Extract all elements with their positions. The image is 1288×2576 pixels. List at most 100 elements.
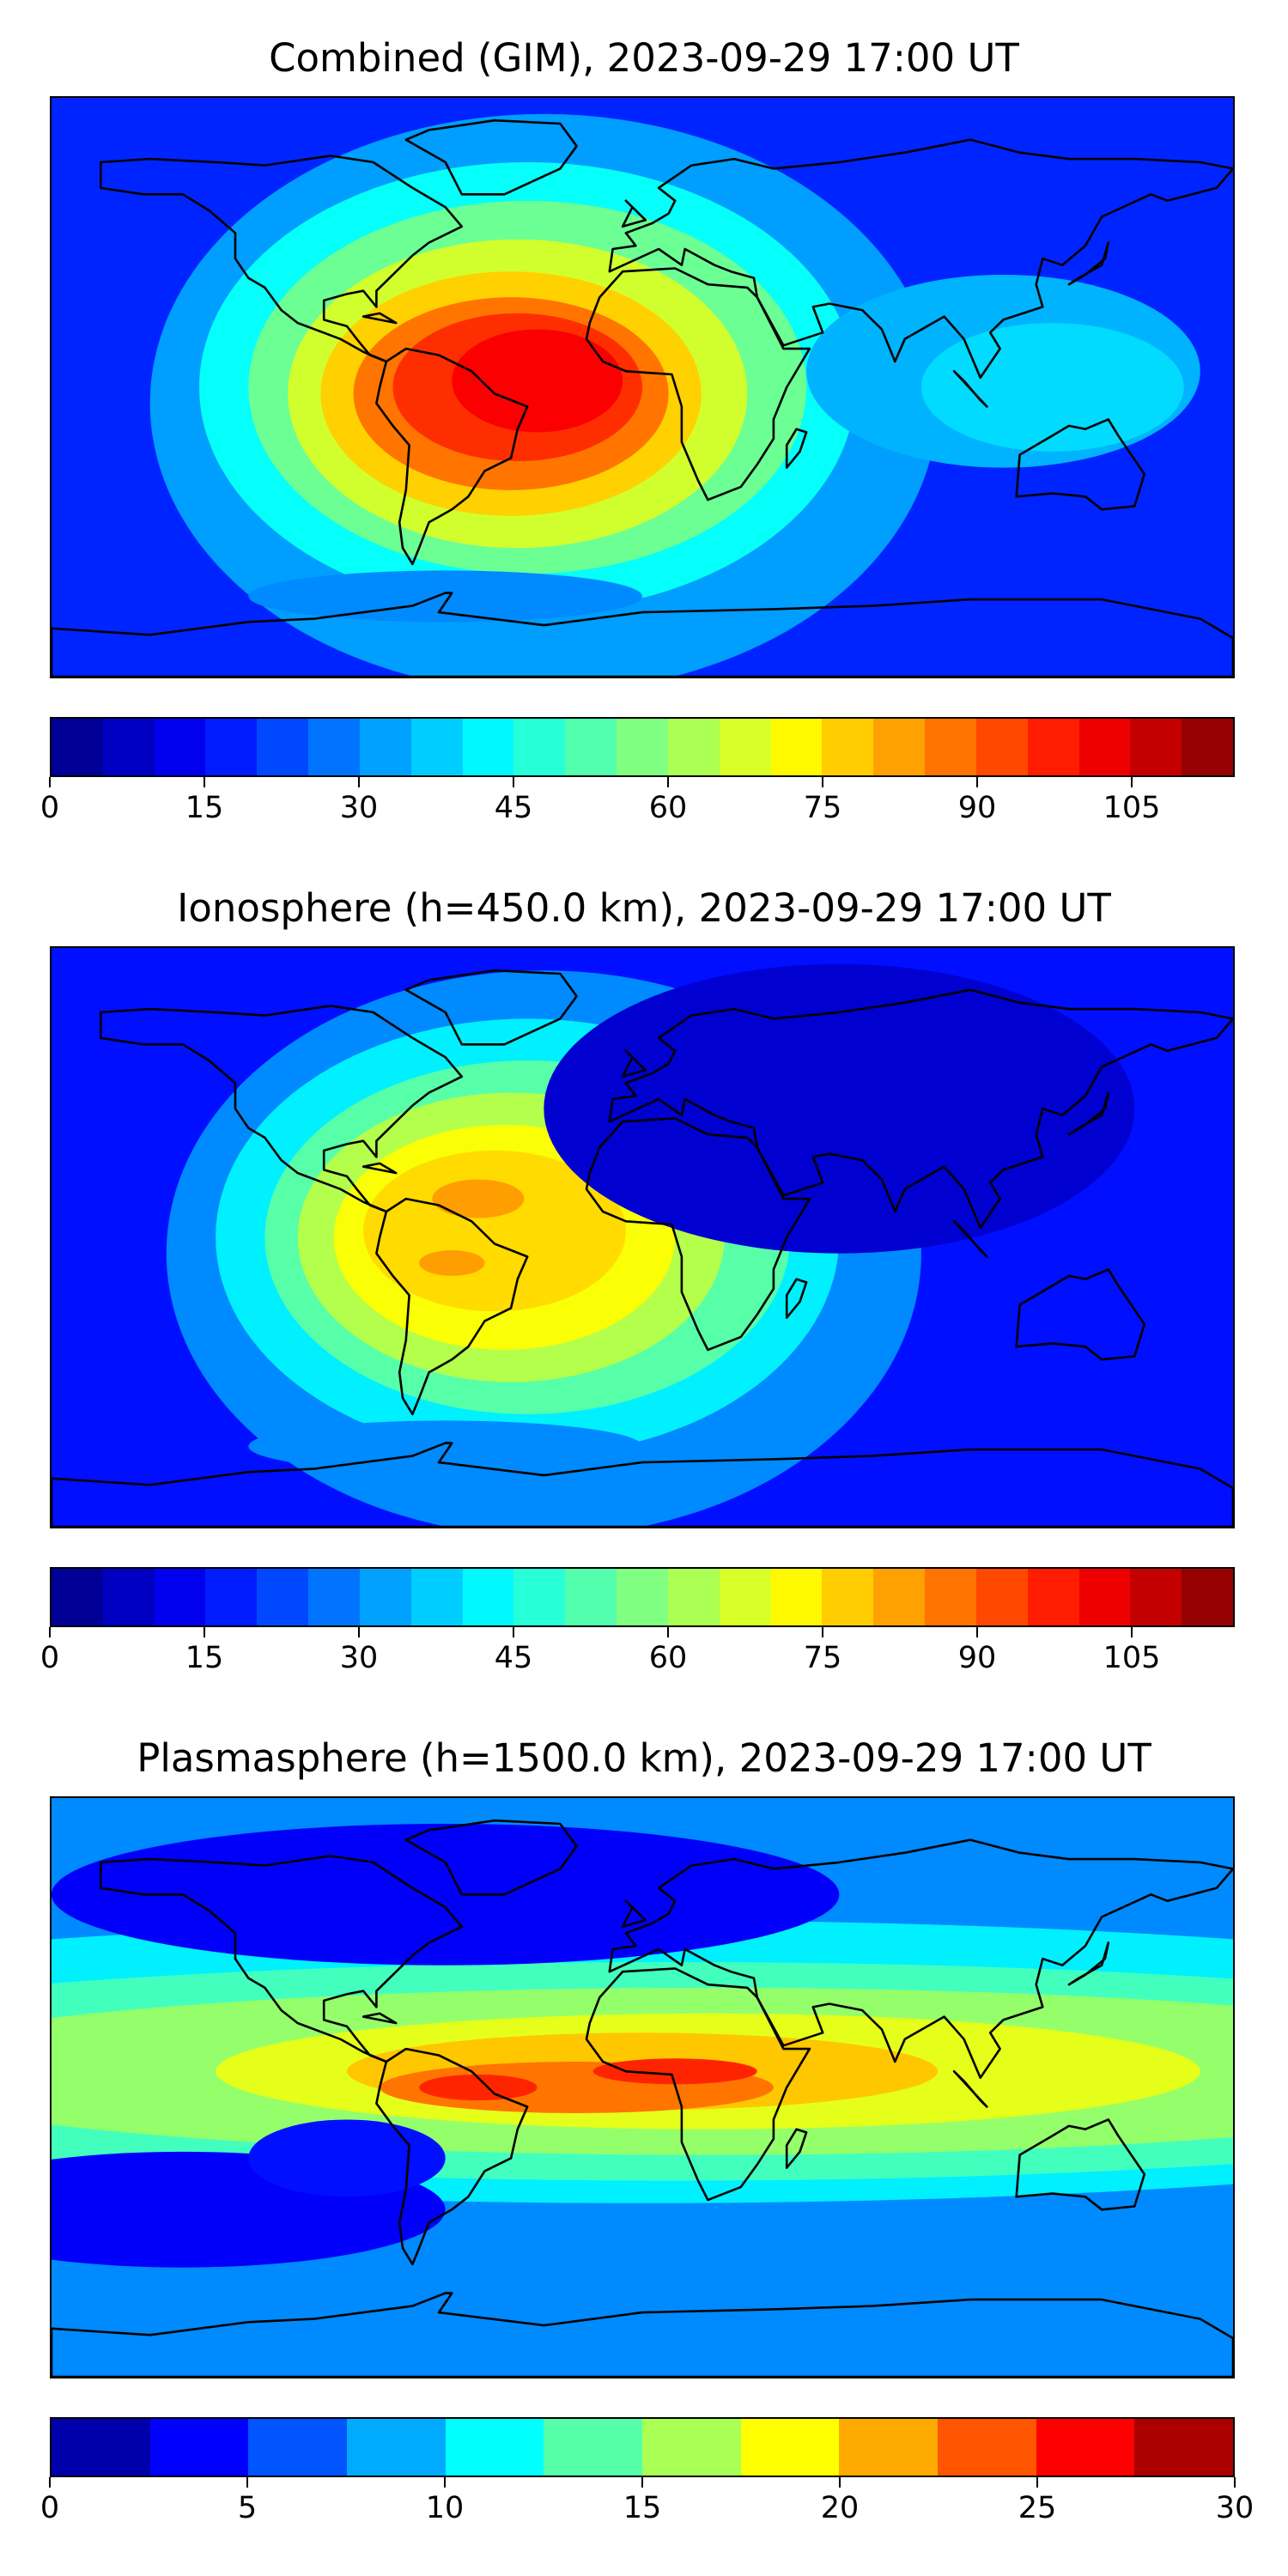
coastline-path [608, 988, 1233, 1230]
tick-mark [513, 1627, 514, 1637]
tick-mark [49, 1627, 51, 1637]
colorbar-level [149, 2419, 249, 2476]
coastlines [52, 118, 1233, 677]
tec-contour-level [419, 1249, 485, 1276]
tick-label: 15 [623, 2491, 662, 2525]
tick-mark [444, 2477, 446, 2488]
colorbar-level [719, 1569, 771, 1625]
plasmasphere-colorbar [50, 2417, 1235, 2477]
plasmasphere-tec-map [50, 1796, 1235, 2379]
tec-contour-level [920, 323, 1184, 452]
tick-mark [1234, 2477, 1236, 2488]
colorbar-level [873, 719, 926, 775]
colorbar-level [565, 719, 617, 775]
colorbar-level [513, 1569, 566, 1625]
colorbar-level [770, 719, 823, 775]
colorbar-level [873, 1569, 926, 1625]
tick-label: 75 [803, 1641, 842, 1675]
tick-label: 105 [1103, 791, 1161, 825]
colorbar-level [1182, 1569, 1234, 1625]
coastline-path [621, 199, 647, 228]
coastline-path [361, 312, 398, 325]
colorbar-level [975, 1569, 1028, 1625]
coastline-path [621, 1049, 647, 1078]
tick-label: 0 [39, 791, 60, 825]
plasmasphere-field [52, 1798, 1233, 2377]
colorbar-level [308, 1569, 360, 1625]
tick-mark [513, 777, 514, 787]
colorbar-level [1036, 2419, 1135, 2476]
coastlines [52, 969, 1233, 1527]
colorbar-level [617, 1569, 668, 1625]
colorbar-level [410, 1569, 463, 1625]
ionosphere-map-title: Ionosphere (h=450.0 km), 2023-09-29 17:0… [177, 885, 1111, 931]
ionosphere-colorbar [50, 1567, 1235, 1627]
tick-label: 105 [1103, 1641, 1161, 1675]
tick-label: 0 [39, 2491, 60, 2525]
tick-mark [641, 2477, 643, 2488]
colorbar-level [102, 719, 155, 775]
coastline-path [1067, 241, 1110, 286]
tec-contour-level [248, 2119, 446, 2197]
tick-label: 45 [494, 791, 533, 825]
colorbar-level [740, 2419, 840, 2476]
colorbar-level [445, 2419, 544, 2476]
colorbar-level [1078, 1569, 1131, 1625]
tec-contour-level [592, 2058, 757, 2085]
coastline-path [404, 118, 578, 196]
colorbar-level [1182, 719, 1234, 775]
coastline-path [100, 1005, 464, 1213]
colorbar-level [52, 1569, 103, 1625]
tick-label: 30 [339, 791, 379, 825]
colorbar-level [257, 719, 309, 775]
colorbar-level [667, 719, 720, 775]
tick-label: 60 [648, 791, 688, 825]
tick-mark [822, 1627, 823, 1637]
colorbar-level [1130, 719, 1182, 775]
tick-label: 10 [425, 2491, 465, 2525]
colorbar-level [513, 719, 566, 775]
combined-field [52, 98, 1233, 677]
tec-contour-level [52, 1823, 840, 1965]
tick-mark [1036, 2477, 1038, 2488]
plasmasphere-colorbar-ticks: 0 5 10 15 20 25 30 [40, 2477, 1254, 2529]
tick-mark [49, 777, 51, 787]
tick-mark [204, 1627, 205, 1637]
tick-mark [667, 777, 669, 787]
colorbar-level [205, 719, 258, 775]
coastline-path [52, 1442, 1233, 1527]
tick-mark [976, 777, 978, 787]
tick-label: 20 [820, 2491, 860, 2525]
tick-label: 90 [957, 1641, 997, 1675]
coastline-path [585, 1967, 811, 2202]
tick-mark [839, 2477, 841, 2488]
colorbar-level [205, 1569, 258, 1625]
tec-contour-level [432, 1179, 525, 1218]
colorbar-level [52, 2419, 150, 2476]
colorbar-level [1134, 2419, 1234, 2476]
tick-mark [358, 1627, 360, 1637]
tick-mark [1131, 777, 1133, 787]
colorbar-level [925, 1569, 976, 1625]
tec-contour-level [248, 1420, 642, 1473]
coastline-path [52, 592, 1233, 677]
colorbar-level [462, 719, 514, 775]
tick-label: 30 [1215, 2491, 1255, 2525]
ionosphere-colorbar-ticks: 0 15 30 45 60 75 90 105 [40, 1627, 1235, 1679]
tick-label: 15 [185, 1641, 224, 1675]
colorbar-level [154, 719, 206, 775]
combined-tec-map [50, 96, 1235, 678]
colorbar-level [822, 719, 874, 775]
colorbar-level [925, 719, 976, 775]
colorbar-level [617, 719, 668, 775]
colorbar-level [462, 1569, 514, 1625]
colorbar-level [52, 719, 103, 775]
tick-mark [667, 1627, 669, 1637]
colorbar-level [544, 2419, 643, 2476]
colorbar-level [938, 2419, 1036, 2476]
tick-mark [204, 777, 205, 787]
colorbar-level [1027, 1569, 1079, 1625]
tick-mark [358, 777, 360, 787]
tick-label: 30 [339, 1641, 379, 1675]
ionosphere-tec-map [50, 946, 1235, 1528]
